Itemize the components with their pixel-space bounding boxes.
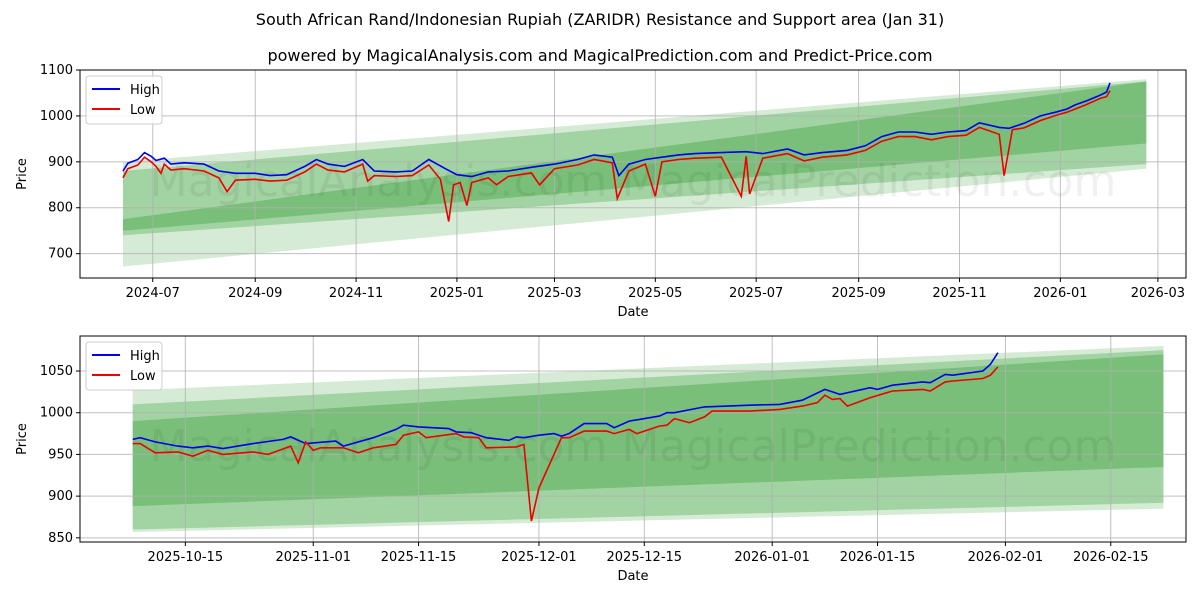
x-tick-label: 2026-01-15 [840, 550, 916, 565]
y-tick-label: 700 [48, 247, 73, 262]
x-tick-label: 2025-11-15 [381, 550, 457, 565]
chart-2: 850 900 950 1000 1050 2025-10-15 2025-11-01 202… [15, 335, 1187, 584]
legend: High Low [85, 341, 163, 391]
resistance-support-band [132, 346, 1164, 532]
y-tick-label: 950 [48, 447, 73, 462]
legend-label-low: Low [130, 103, 156, 118]
x-tick-label: 2025-03 [527, 286, 581, 301]
x-tick-label: 2024-11 [329, 286, 383, 301]
series-line-low [122, 90, 1111, 222]
resistance-support-band [132, 350, 1164, 530]
x-tick-label: 2025-09 [831, 286, 885, 301]
chart-subtitle: powered by MagicalAnalysis.com and Magic… [267, 46, 933, 65]
legend-label-high: High [130, 83, 160, 98]
y-tick-label: 1000 [40, 406, 73, 421]
watermark: MagicalAnalysis.com MagicalPrediction.co… [150, 156, 1117, 207]
x-tick-label: 2025-07 [729, 286, 783, 301]
x-tick-label: 2026-02-15 [1073, 550, 1149, 565]
y-tick-label: 850 [48, 531, 73, 546]
x-tick-label: 2026-03 [1131, 286, 1185, 301]
x-tick-label: 2025-11 [932, 286, 986, 301]
y-axis-label: Price [15, 423, 30, 455]
y-tick-label: 1100 [40, 63, 73, 78]
legend: High Low [85, 75, 163, 125]
x-tick-label: 2025-12-15 [607, 550, 683, 565]
y-axis-label: Price [15, 158, 30, 190]
x-tick-label: 2025-05 [628, 286, 682, 301]
y-tick-label: 1050 [40, 364, 73, 379]
x-axis-label: Date [617, 305, 648, 320]
x-tick-label: 2024-07 [126, 286, 180, 301]
y-tick-label: 1000 [40, 109, 73, 124]
resistance-support-band [122, 79, 1147, 267]
series-line-high [132, 352, 999, 450]
x-tick-label: 2024-09 [228, 286, 282, 301]
x-tick-label: 2025-11-01 [275, 550, 351, 565]
resistance-support-band [122, 81, 1147, 231]
y-tick-label: 900 [48, 155, 73, 170]
x-tick-label: 2026-01 [1033, 286, 1087, 301]
plot-frame [79, 335, 1187, 543]
x-tick-label: 2026-01-01 [734, 550, 810, 565]
plot-frame [79, 69, 1187, 279]
y-tick-label: 800 [48, 201, 73, 216]
watermark: MagicalAnalysis.com MagicalPrediction.co… [150, 421, 1117, 472]
x-tick-label: 2026-02-01 [968, 550, 1044, 565]
chart-title: South African Rand/Indonesian Rupiah (ZA… [255, 10, 945, 29]
resistance-support-band [122, 81, 1147, 236]
x-axis-label: Date [617, 569, 648, 584]
x-tick-label: 2025-01 [430, 286, 484, 301]
x-tick-label: 2025-10-15 [148, 550, 224, 565]
series-line-low [132, 366, 999, 522]
series-line-high [122, 82, 1111, 178]
x-tick-label: 2025-12-01 [501, 550, 577, 565]
legend-label-high: High [130, 349, 160, 364]
chart-1: 700 800 900 1000 1100 2024-07 2024-09 2024-11 20… [15, 63, 1187, 320]
legend-label-low: Low [130, 369, 156, 384]
y-tick-label: 900 [48, 489, 73, 504]
